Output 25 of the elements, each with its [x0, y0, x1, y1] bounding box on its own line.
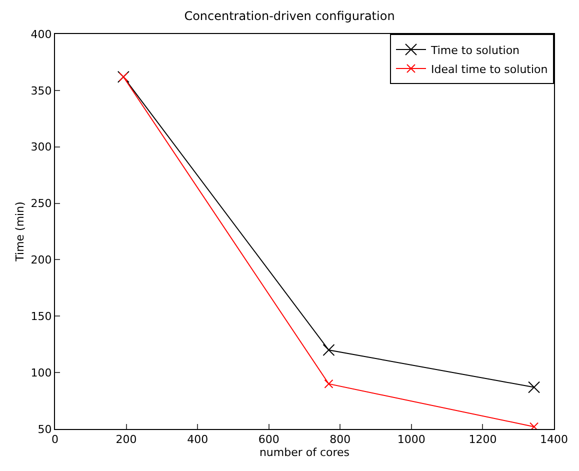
- y-tick-label: 400: [30, 28, 52, 41]
- x-tick-label: 200: [116, 433, 137, 446]
- chart-title: Concentration-driven configuration: [184, 9, 395, 24]
- y-tick-label: 350: [30, 84, 52, 98]
- point: [322, 344, 335, 356]
- y-tick-label: 250: [30, 197, 52, 210]
- y-tick-label: 300: [30, 140, 52, 154]
- x-tick-label: 400: [187, 433, 208, 446]
- y-tick-label: 100: [30, 366, 52, 380]
- x-tick-label: 1400: [540, 433, 568, 446]
- x-tick-label: 0: [52, 433, 58, 446]
- point: [530, 422, 539, 429]
- legend-label: Time to solution: [430, 44, 520, 57]
- x-tick-label: 600: [258, 433, 280, 446]
- y-tick-label: 50: [38, 422, 52, 436]
- point: [528, 381, 540, 394]
- y-tick-label: 150: [30, 310, 52, 323]
- x-tick-label: 1000: [397, 433, 426, 446]
- y-axis-title: Time (min): [13, 202, 26, 262]
- point: [324, 379, 334, 388]
- y-tick-label: 200: [30, 254, 52, 267]
- x-tick-label: 800: [330, 433, 351, 446]
- legend-label: Ideal time to solution: [431, 62, 548, 76]
- x-axis-title: number of cores: [259, 446, 350, 460]
- x-tick-label: 1200: [468, 433, 497, 446]
